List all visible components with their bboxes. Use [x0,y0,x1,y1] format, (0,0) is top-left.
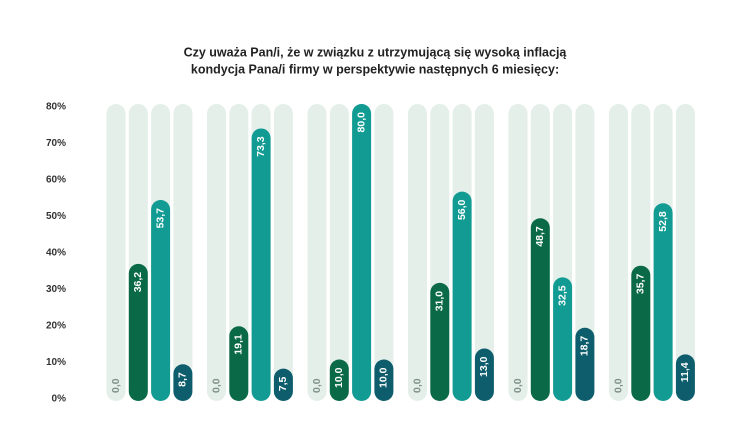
bar [173,364,193,401]
bar-track [229,104,249,401]
bar-track [675,104,695,401]
y-tick-label: 20% [46,321,66,332]
bar [631,265,651,401]
value-label: 0,0 [612,378,624,393]
value-label: 0,0 [512,378,524,393]
value-label: 18,7 [579,336,591,357]
bar-track [173,104,193,401]
bar-track [609,104,628,401]
value-label: 0,0 [210,378,222,393]
bar-track [408,104,427,401]
bar [128,263,148,401]
value-label: 10,0 [333,367,345,388]
bar [329,359,349,401]
value-label: 48,7 [534,226,546,247]
bar-track [474,104,494,401]
bar [553,277,573,401]
value-label: 52,8 [657,211,669,232]
bar-track [307,104,327,401]
chart-title: kondycja Pana/i firmy w perspektywie nas… [191,62,559,76]
bar-track [575,104,595,401]
bar [575,327,595,401]
y-tick-label: 40% [46,248,66,259]
bar [273,368,293,401]
value-label: 10,0 [378,367,390,388]
bar [251,128,271,401]
bar [229,326,249,401]
value-label: 19,1 [233,334,245,355]
value-label: 35,7 [635,274,647,295]
value-label: 0,0 [411,378,423,393]
value-label: 0,0 [110,378,122,393]
bar-track [207,104,226,401]
value-label: 0,0 [311,378,323,393]
y-tick-label: 50% [46,211,66,222]
bar [151,199,171,401]
value-label: 56,0 [456,199,468,220]
value-label: 53,7 [154,208,166,229]
value-label: 31,0 [434,291,446,312]
y-tick-label: 10% [46,357,66,368]
value-label: 73,3 [255,136,267,157]
bar-track [329,104,349,401]
bar [530,218,550,401]
y-tick-label: 60% [46,175,66,186]
bar [430,282,450,401]
bar [474,348,494,401]
bar-track [273,104,293,401]
bar-track [374,104,394,401]
value-label: 13,0 [478,356,490,377]
value-label: 8,7 [177,372,189,387]
value-label: 7,5 [277,376,289,391]
chart-title: Czy uważa Pan/i, że w związku z utrzymuj… [184,45,568,59]
bar [352,104,372,401]
value-label: 32,5 [556,285,568,306]
bar-track [106,104,126,401]
bar [675,354,695,401]
bar [374,359,394,401]
bar [452,191,472,401]
bar [653,203,673,401]
value-label: 36,2 [132,272,144,293]
bar-track [508,104,528,401]
y-tick-label: 30% [46,284,66,295]
y-tick-label: 70% [46,138,66,149]
y-tick-label: 0% [52,394,67,405]
value-label: 11,4 [679,362,691,382]
y-tick-label: 80% [46,102,66,113]
value-label: 80,0 [355,112,367,133]
